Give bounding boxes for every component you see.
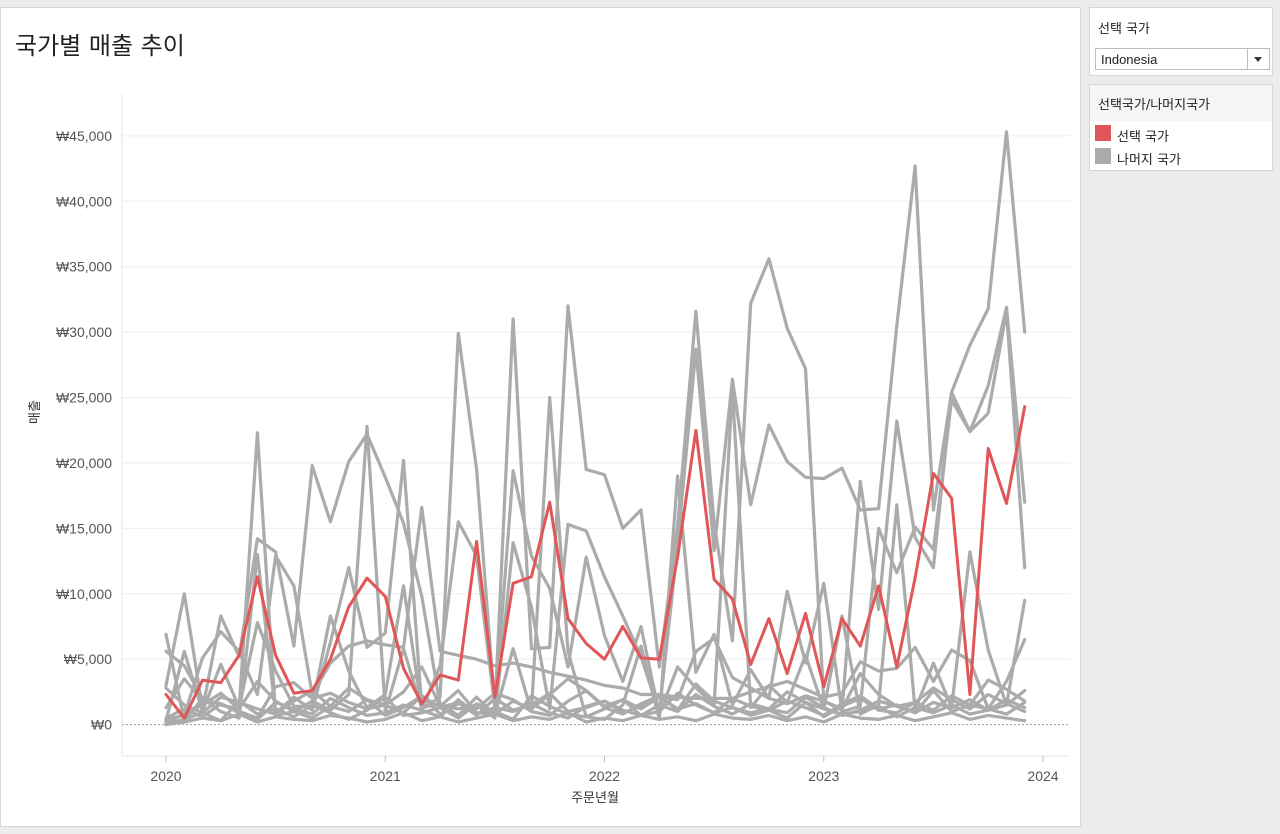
filter-title: 선택 국가 [1098, 22, 1150, 37]
country-dropdown-value: Indonesia [1101, 52, 1158, 67]
y-tick-label: ₩35,000 [56, 259, 112, 275]
series-lines [164, 130, 1027, 727]
x-tick-label: 2020 [150, 768, 181, 784]
chart-panel: 국가별 매출 추이 ₩0 ₩5,000 ₩10,000 ₩15,000 ₩20,000 ₩… [0, 7, 1081, 827]
y-tick-label: ₩10,000 [56, 586, 112, 602]
series-line-other[interactable] [164, 505, 1027, 722]
y-tick-label: ₩45,000 [56, 128, 112, 144]
country-filter-card: 선택 국가 Indonesia [1089, 7, 1273, 76]
legend-swatch-selected [1095, 125, 1111, 141]
chart-title: 국가별 매출 추이 [15, 32, 185, 60]
y-tick-label: ₩40,000 [56, 193, 112, 209]
y-axis-title: 매출 [28, 400, 43, 424]
y-tick-label: ₩20,000 [56, 455, 112, 471]
x-tick-label: 2021 [370, 768, 401, 784]
series-line-other[interactable] [164, 679, 1027, 724]
x-tick-label: 2022 [589, 768, 620, 784]
series-line-other[interactable] [164, 711, 1027, 727]
series-line-other[interactable] [164, 130, 1027, 720]
y-tick-label: ₩25,000 [56, 390, 112, 406]
series-line-selected[interactable] [164, 405, 1027, 720]
y-tick-label: ₩5,000 [64, 651, 112, 667]
y-tick-label: ₩30,000 [56, 324, 112, 340]
legend-title: 선택국가/나머지국가 [1090, 85, 1272, 121]
y-tick-label: ₩0 [91, 717, 112, 733]
series-line-other[interactable] [164, 257, 1027, 723]
legend-label-selected: 선택 국가 [1117, 130, 1169, 145]
legend-item-others[interactable]: 나머지 국가 [1095, 148, 1265, 168]
y-tick-label: ₩15,000 [56, 520, 112, 536]
legend-swatch-others [1095, 148, 1111, 164]
country-dropdown[interactable]: Indonesia [1095, 48, 1270, 70]
dropdown-button[interactable] [1247, 49, 1269, 69]
x-axis-title: 주문년월 [571, 791, 619, 806]
legend-label-others: 나머지 국가 [1117, 153, 1181, 168]
legend-card: 선택국가/나머지국가 선택 국가 나머지 국가 [1089, 84, 1273, 171]
line-chart: ₩0 ₩5,000 ₩10,000 ₩15,000 ₩20,000 ₩25,000 ₩30,… [28, 94, 1070, 806]
legend-item-selected[interactable]: 선택 국가 [1095, 125, 1265, 145]
x-tick-label: 2024 [1027, 768, 1058, 784]
x-tick-label: 2023 [808, 768, 839, 784]
axes: ₩0 ₩5,000 ₩10,000 ₩15,000 ₩20,000 ₩25,000 ₩30,… [56, 94, 1070, 784]
chevron-down-icon [1254, 57, 1262, 62]
